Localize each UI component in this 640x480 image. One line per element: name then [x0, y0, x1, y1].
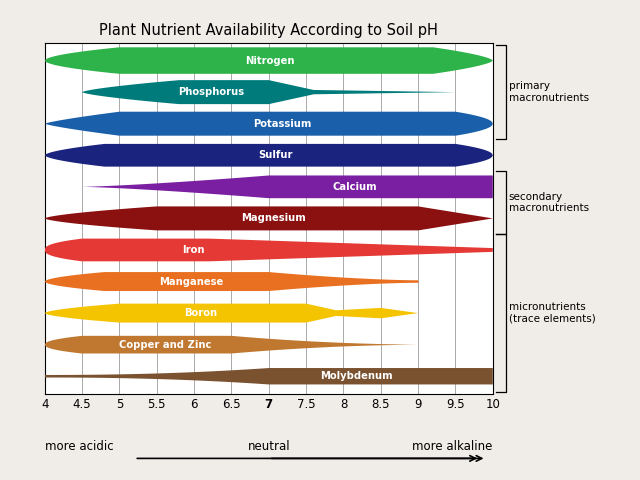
Text: Phosphorus: Phosphorus [179, 87, 244, 97]
Text: Iron: Iron [182, 245, 204, 255]
Text: Nitrogen: Nitrogen [246, 56, 295, 66]
Polygon shape [45, 336, 493, 353]
Polygon shape [45, 48, 493, 74]
Polygon shape [45, 239, 493, 261]
Text: Molybdenum: Molybdenum [321, 371, 393, 381]
Polygon shape [45, 206, 493, 230]
Text: Copper and Zinc: Copper and Zinc [119, 340, 211, 349]
Text: primary
macronutrients: primary macronutrients [509, 81, 589, 103]
Polygon shape [45, 304, 493, 323]
Text: neutral: neutral [248, 440, 290, 453]
Polygon shape [45, 368, 493, 384]
Text: Manganese: Manganese [159, 276, 223, 287]
Text: Sulfur: Sulfur [258, 150, 292, 160]
Text: secondary
macronutrients: secondary macronutrients [509, 192, 589, 214]
Polygon shape [45, 176, 493, 198]
Text: more alkaline: more alkaline [412, 440, 493, 453]
Text: Magnesium: Magnesium [241, 214, 306, 223]
Text: Potassium: Potassium [253, 119, 312, 129]
Polygon shape [45, 272, 493, 291]
Title: Plant Nutrient Availability According to Soil pH: Plant Nutrient Availability According to… [99, 23, 438, 38]
Text: Boron: Boron [184, 308, 218, 318]
Text: more acidic: more acidic [45, 440, 113, 453]
Polygon shape [45, 112, 493, 136]
Text: Calcium: Calcium [333, 182, 377, 192]
Polygon shape [45, 144, 493, 167]
Text: micronutrients
(trace elements): micronutrients (trace elements) [509, 302, 596, 324]
Polygon shape [45, 80, 493, 104]
